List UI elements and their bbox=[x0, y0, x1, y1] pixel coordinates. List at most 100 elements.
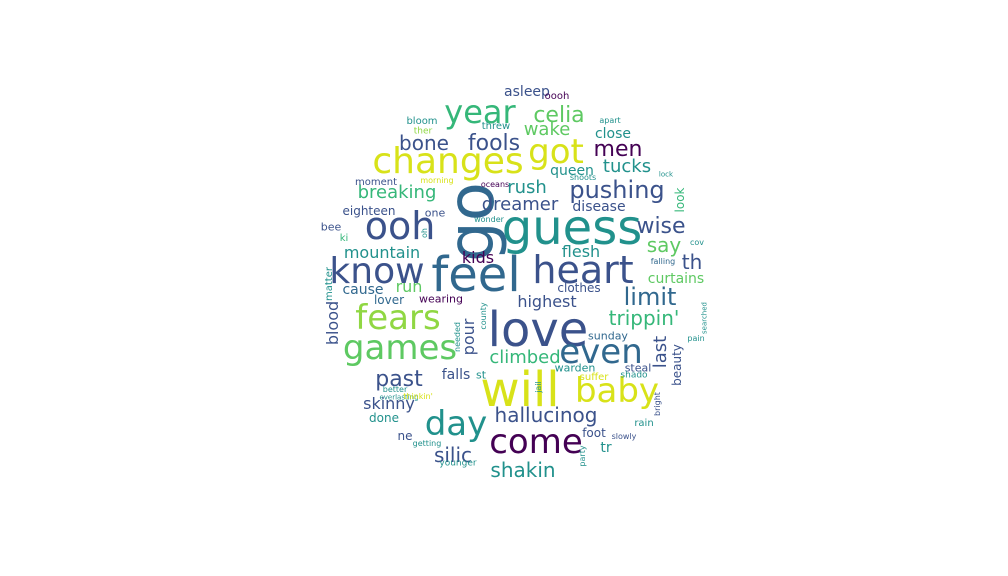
word-past: past bbox=[375, 367, 423, 392]
word-blood: blood bbox=[323, 300, 342, 346]
word-tucks: tucks bbox=[602, 156, 652, 177]
word-suffer: suffer bbox=[579, 372, 609, 383]
word-falling: falling bbox=[650, 257, 676, 266]
word-close: close bbox=[594, 126, 632, 142]
word-hallucinog: hallucinog bbox=[494, 403, 598, 427]
word-flesh: flesh bbox=[561, 242, 601, 261]
word-dreamer: dreamer bbox=[481, 194, 559, 215]
word-wearing: wearing bbox=[418, 292, 464, 306]
word-younger: younger bbox=[439, 458, 477, 469]
word-celia: celia bbox=[533, 103, 585, 128]
word-searched: searched bbox=[700, 301, 709, 335]
word-county: county bbox=[479, 302, 488, 330]
word-pour: pour bbox=[459, 318, 478, 356]
word-even: even bbox=[559, 332, 643, 372]
word-ther: ther bbox=[413, 126, 433, 137]
word-one: one bbox=[424, 206, 446, 220]
word-ne: ne bbox=[397, 429, 413, 443]
word-falls: falls bbox=[441, 367, 471, 383]
word-will: will bbox=[480, 362, 560, 418]
word-fears: fears bbox=[355, 298, 441, 338]
word-oceans: oceans bbox=[480, 180, 510, 189]
word-moment: moment bbox=[354, 177, 398, 188]
word-come: come bbox=[489, 422, 583, 462]
word-skinny: skinny bbox=[363, 394, 415, 413]
word-jail: jail bbox=[534, 381, 543, 393]
word-curtains: curtains bbox=[647, 271, 705, 287]
word-everlasting: everlasting bbox=[379, 393, 419, 402]
word-wake: wake bbox=[523, 119, 571, 140]
word-rush: rush bbox=[507, 177, 547, 198]
word-day: day bbox=[424, 404, 488, 444]
word-oooh: oooh bbox=[544, 91, 570, 102]
word-getting: getting bbox=[412, 439, 442, 448]
word-queen: queen bbox=[550, 163, 594, 179]
word-feel: feel bbox=[431, 247, 521, 303]
word-better: better bbox=[382, 385, 408, 394]
word-morning: morning bbox=[420, 176, 454, 185]
word-shado: shado bbox=[620, 370, 648, 381]
word-kids: kids bbox=[461, 248, 495, 267]
word-cov: cov bbox=[689, 238, 705, 247]
word-clothes: clothes bbox=[557, 281, 601, 295]
word-baby: baby bbox=[574, 371, 660, 411]
word-know: know bbox=[329, 251, 425, 292]
word-beauty: beauty bbox=[670, 344, 684, 386]
word-disease: disease bbox=[572, 199, 626, 215]
word-mountain: mountain bbox=[343, 243, 421, 262]
word-games: games bbox=[342, 328, 458, 368]
word-lock: lock bbox=[658, 170, 674, 179]
word-silic: silic bbox=[433, 443, 473, 467]
word-warden: warden bbox=[554, 361, 596, 375]
word-highest: highest bbox=[517, 292, 577, 311]
word-climbed: climbed bbox=[489, 347, 561, 368]
word-lover: lover bbox=[373, 293, 405, 307]
word-party: party bbox=[578, 445, 587, 467]
word-wonder: wonder bbox=[474, 215, 504, 224]
word-matter: matter bbox=[324, 267, 335, 301]
word-breaking: breaking bbox=[357, 182, 437, 203]
word-last: last bbox=[650, 335, 671, 369]
word-say: say bbox=[646, 233, 682, 257]
word-year: year bbox=[444, 93, 516, 131]
word-cause: cause bbox=[342, 282, 384, 298]
word-got: got bbox=[528, 132, 584, 172]
word-threw: threw bbox=[481, 121, 511, 132]
word-shoots: shoots bbox=[569, 173, 597, 182]
word-sunday: sunday bbox=[588, 329, 628, 343]
word-bee: bee bbox=[320, 220, 342, 234]
word-slowly: slowly bbox=[611, 432, 637, 441]
word-th: th bbox=[681, 250, 703, 274]
word-wise: wise bbox=[636, 214, 686, 239]
word-trippin: trippin' bbox=[608, 306, 680, 330]
word-changes: changes bbox=[372, 141, 524, 182]
word-love: love bbox=[487, 302, 589, 358]
word-pushing: pushing bbox=[569, 176, 665, 204]
word-rain: rain bbox=[634, 418, 654, 429]
word-guess: guess bbox=[501, 200, 643, 256]
word-men: men bbox=[593, 137, 643, 162]
word-run: run bbox=[395, 277, 423, 296]
word-oh: oh bbox=[420, 228, 429, 238]
word-shakin: shakin bbox=[490, 458, 556, 482]
word-needed: needed bbox=[453, 322, 462, 352]
word-asleep: asleep bbox=[504, 84, 550, 100]
word-heart: heart bbox=[532, 248, 634, 292]
word-ooh: ooh bbox=[364, 204, 436, 248]
word-tr: tr bbox=[600, 440, 612, 456]
word-ki: ki bbox=[339, 233, 349, 244]
word-bright: bright bbox=[653, 392, 662, 416]
word-pain: pain bbox=[687, 334, 705, 343]
word-limit: limit bbox=[623, 283, 677, 311]
word-st: st bbox=[475, 368, 487, 382]
word-done: done bbox=[369, 411, 399, 425]
word-foot: foot bbox=[582, 426, 606, 440]
word-bone: bone bbox=[399, 131, 449, 155]
word-steal: steal bbox=[624, 361, 652, 375]
word-look: look bbox=[673, 187, 687, 213]
word-apart: apart bbox=[599, 116, 621, 125]
word-eighteen: eighteen bbox=[342, 204, 396, 218]
word-thinkin: thinkin' bbox=[403, 392, 433, 401]
word-bloom: bloom bbox=[406, 116, 438, 127]
